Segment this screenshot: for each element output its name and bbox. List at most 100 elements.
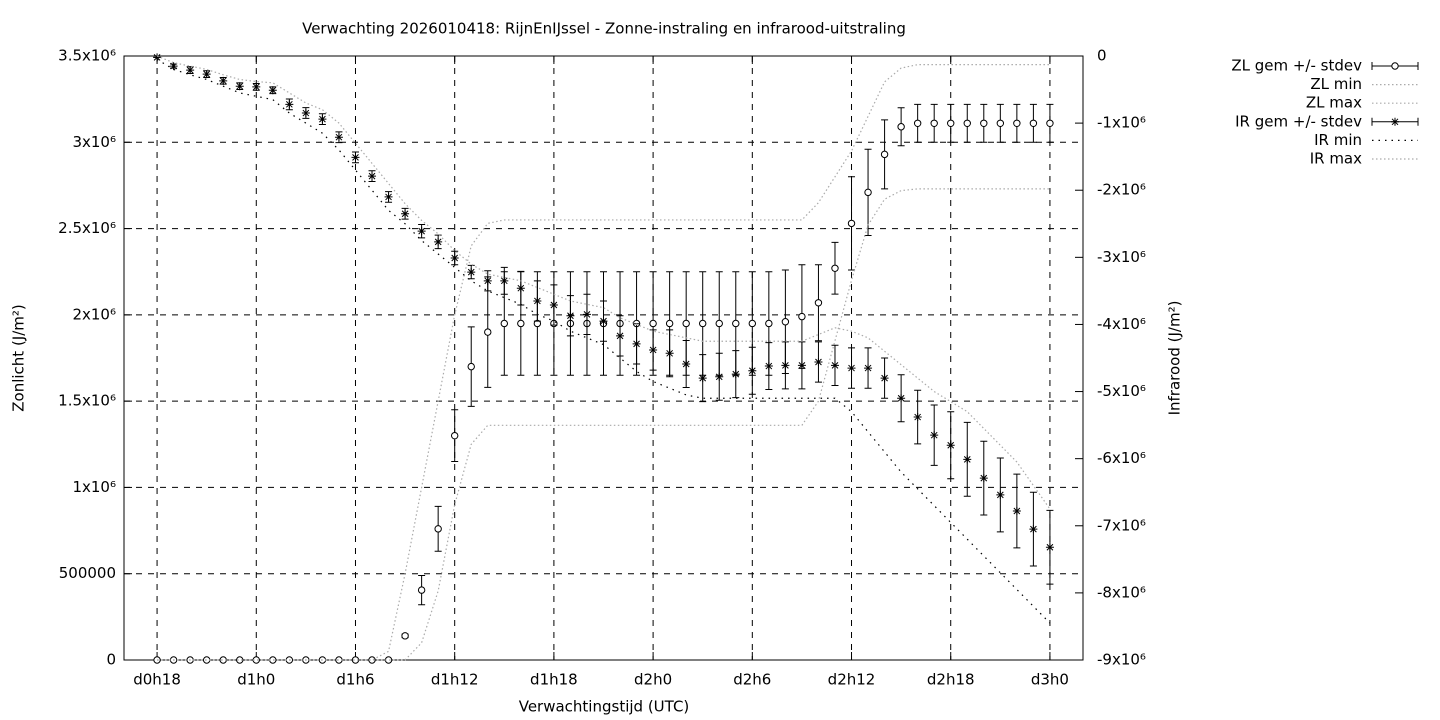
- data-point: [450, 431, 459, 440]
- data-point: [566, 311, 575, 320]
- y2-tick-label: -4x10⁶: [1097, 315, 1146, 333]
- data-point: [549, 300, 558, 309]
- data-point: [864, 364, 873, 373]
- data-point: [616, 331, 625, 340]
- y2-axis-label: Infrarood (J/m²): [1166, 301, 1184, 416]
- data-point: [830, 361, 839, 370]
- line: [157, 64, 1050, 661]
- x-tick-label: d1h12: [431, 671, 479, 689]
- y2-tick-label: -6x10⁶: [1097, 449, 1146, 467]
- data-point: [847, 364, 856, 373]
- data-point: [996, 490, 1005, 499]
- data-point: [434, 525, 442, 533]
- data-point: [269, 656, 277, 664]
- data-point: [930, 119, 938, 128]
- data-point: [434, 237, 443, 246]
- data-point: [301, 109, 310, 118]
- data-point: [483, 276, 492, 285]
- data-point: [880, 150, 889, 159]
- data-point: [715, 372, 724, 381]
- data-point: [847, 219, 856, 228]
- data-point: [467, 362, 475, 371]
- data-point: [1046, 119, 1054, 128]
- data-point: [963, 119, 971, 128]
- x-tick-label: d2h0: [634, 671, 672, 689]
- y-tick-label: 3.5x10⁶: [58, 47, 116, 65]
- data-point: [732, 319, 740, 328]
- data-point: [351, 153, 360, 162]
- data-point: [781, 318, 790, 326]
- data-point: [384, 192, 393, 201]
- legend-label: ZL gem +/- stdev: [1231, 57, 1362, 75]
- legend-label: ZL min: [1310, 75, 1362, 93]
- x-tick-label: d0h18: [133, 671, 181, 689]
- y2-tick-label: -7x10⁶: [1097, 516, 1146, 534]
- y2-tick-label: -8x10⁶: [1097, 583, 1146, 601]
- data-point: [417, 227, 426, 236]
- data-point: [401, 209, 410, 218]
- data-point: [517, 319, 525, 328]
- data-point: [202, 656, 211, 664]
- y-tick-label: 2x10⁶: [72, 305, 116, 323]
- data-point: [748, 366, 757, 375]
- data-point: [979, 474, 988, 483]
- data-point: [897, 123, 905, 131]
- data-point: [351, 656, 360, 664]
- x-tick-label: d1h6: [336, 671, 374, 689]
- data-point: [268, 86, 277, 95]
- y-tick-label: 1x10⁶: [72, 478, 116, 496]
- data-point: [748, 319, 757, 328]
- data-point: [235, 82, 244, 91]
- data-point: [963, 455, 972, 464]
- x-axis-label: Verwachtingstijd (UTC): [519, 698, 690, 716]
- data-point: [202, 70, 211, 79]
- data-point: [913, 119, 922, 128]
- plot-frame: [123, 55, 1084, 661]
- data-point: [582, 310, 591, 319]
- x-tick-label: d1h18: [530, 671, 578, 689]
- data-point: [765, 319, 773, 328]
- data-point: [401, 632, 409, 640]
- data-point: [996, 119, 1005, 128]
- y2-tick-label: -9x10⁶: [1097, 651, 1146, 669]
- y-tick-label: 2.5x10⁶: [58, 219, 116, 237]
- data-point: [814, 358, 823, 367]
- data-point: [219, 76, 228, 85]
- y2-tick-label: -2x10⁶: [1097, 181, 1146, 199]
- data-point: [450, 254, 459, 263]
- x-tick-label: d2h6: [733, 671, 771, 689]
- data-point: [1013, 119, 1021, 128]
- x-tick-label: d1h0: [237, 671, 275, 689]
- data-point: [1012, 507, 1021, 516]
- data-point: [368, 656, 376, 664]
- data-point: [1045, 543, 1054, 552]
- data-point: [252, 82, 261, 91]
- data-point: [484, 328, 492, 336]
- data-point: [516, 284, 525, 293]
- data-point: [897, 394, 906, 403]
- data-point: [368, 172, 377, 181]
- data-point: [318, 115, 327, 124]
- data-point: [236, 656, 244, 664]
- y2-tick-label: -5x10⁶: [1097, 382, 1146, 400]
- x-tick-label: d2h12: [828, 671, 876, 689]
- legend-marker: [1391, 62, 1399, 70]
- legend-label: ZL max: [1306, 94, 1362, 112]
- data-point: [698, 374, 707, 383]
- y-tick-label: 3x10⁶: [72, 133, 116, 151]
- data-point: [533, 296, 542, 305]
- y2-tick-label: -3x10⁶: [1097, 248, 1146, 266]
- data-point: [649, 319, 657, 328]
- data-point: [1029, 525, 1038, 534]
- y2-tick-label: 0: [1097, 47, 1107, 65]
- data-point: [814, 299, 823, 307]
- data-point: [153, 53, 162, 62]
- data-point: [665, 349, 674, 358]
- chart-title: Verwachting 2026010418: RijnEnIJssel - Z…: [302, 20, 906, 38]
- y2-tick-label: -1x10⁶: [1097, 114, 1146, 132]
- data-point: [764, 362, 773, 371]
- data-point: [864, 188, 872, 197]
- data-point: [186, 66, 195, 75]
- data-point: [682, 360, 691, 369]
- data-point: [682, 319, 690, 328]
